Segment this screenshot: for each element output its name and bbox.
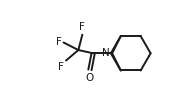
- Text: N: N: [102, 48, 110, 58]
- Text: O: O: [86, 73, 94, 83]
- Text: F: F: [56, 37, 62, 47]
- Text: F: F: [58, 62, 64, 72]
- Text: F: F: [79, 22, 85, 32]
